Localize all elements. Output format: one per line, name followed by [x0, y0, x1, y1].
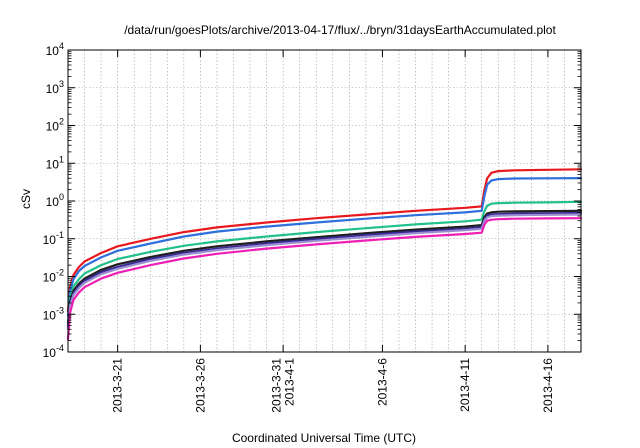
series-line	[66, 213, 583, 331]
y-tick-label: 101	[46, 154, 64, 171]
y-tick-label: 104	[46, 41, 64, 58]
x-tick-label: 2013-3-26	[193, 358, 207, 413]
y-tick-label: 10-1	[43, 230, 64, 247]
chart-title: /data/run/goesPlots/archive/2013-04-17/f…	[124, 23, 556, 37]
y-axis-label: cSv	[19, 189, 33, 209]
series-line	[66, 217, 583, 341]
y-tick-label: 102	[46, 117, 64, 134]
x-tick-label: 2013-4-6	[375, 358, 389, 406]
x-tick-label: 2013-3-31	[270, 358, 284, 413]
grid-lines	[68, 50, 581, 352]
series-line	[66, 168, 583, 313]
y-tick-label: 103	[46, 79, 64, 96]
series-line	[66, 177, 583, 318]
data-series	[66, 168, 583, 341]
x-tick-label: 2013-4-16	[541, 358, 555, 413]
y-tick-label: 10-4	[43, 343, 64, 360]
series-line	[66, 209, 583, 327]
y-tick-label: 10-3	[43, 305, 64, 322]
y-tick-label: 10-2	[43, 268, 64, 285]
x-tick-label: 2013-4-1	[283, 358, 297, 406]
series-line	[66, 211, 583, 329]
x-tick-label: 2013-4-11	[458, 358, 472, 412]
x-tick-label: 2013-3-21	[111, 358, 125, 413]
axis-ticks: 10-4 10-3 10-2 10-1 100 101 102 103 104 2013-3-21…	[43, 41, 581, 413]
y-tick-label: 100	[46, 192, 64, 209]
x-axis-label: Coordinated Universal Time (UTC)	[232, 431, 416, 445]
series-line	[66, 200, 583, 324]
